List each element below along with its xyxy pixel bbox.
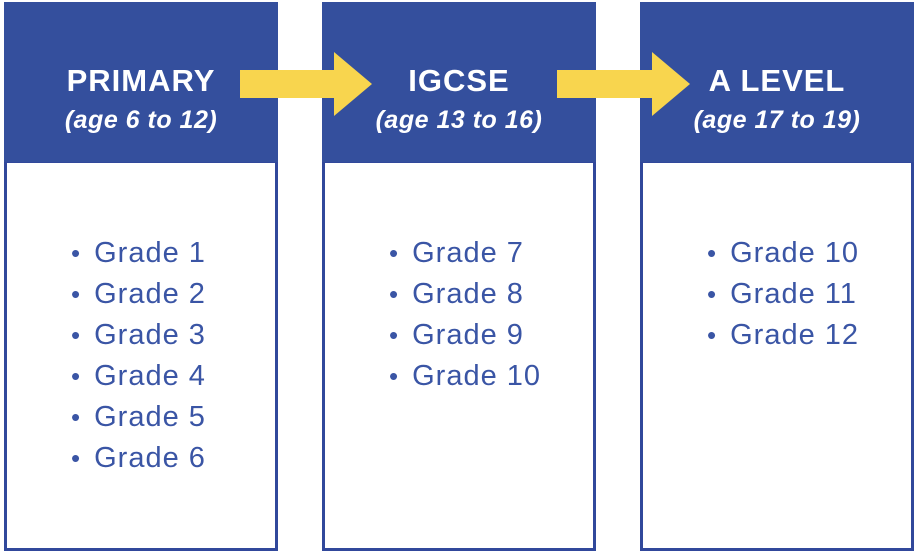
- stage-age-range: (age 6 to 12): [64, 105, 218, 134]
- grade-label: Grade 5: [94, 401, 206, 433]
- grade-list-item: • Grade 11: [707, 274, 901, 315]
- stage-age-range: (age 17 to 19): [693, 105, 861, 134]
- stage-column-alevel: A LEVEL (age 17 to 19) • Grade 10 • Grade 1…: [640, 2, 914, 551]
- grade-label: Grade 7: [412, 237, 524, 269]
- grade-list-alevel: • Grade 10 • Grade 11 • Grade 12: [707, 233, 901, 356]
- grade-label: Grade 9: [412, 319, 524, 351]
- bullet-icon: •: [389, 361, 400, 391]
- bullet-icon: •: [71, 320, 82, 350]
- stage-column-primary: PRIMARY (age 6 to 12) • Grade 1 • Grade 2 • G…: [4, 2, 278, 551]
- grade-list-item: • Grade 10: [389, 356, 583, 397]
- grade-label: Grade 10: [730, 237, 860, 269]
- grade-list-item: • Grade 6: [71, 438, 265, 479]
- grade-label: Grade 6: [94, 442, 206, 474]
- grade-list-item: • Grade 2: [71, 274, 265, 315]
- grade-label: Grade 12: [730, 319, 860, 351]
- grade-list-item: • Grade 3: [71, 315, 265, 356]
- grade-list-item: • Grade 10: [707, 233, 901, 274]
- grade-list-item: • Grade 5: [71, 397, 265, 438]
- grade-label: Grade 4: [94, 360, 206, 392]
- grade-label: Grade 3: [94, 319, 206, 351]
- grade-list-primary: • Grade 1 • Grade 2 • Grade 3 • Grade 4 • Grade 5…: [71, 233, 265, 479]
- grade-list-item: • Grade 7: [389, 233, 583, 274]
- bullet-icon: •: [71, 361, 82, 391]
- stage-body-alevel: • Grade 10 • Grade 11 • Grade 12: [640, 162, 914, 551]
- grade-list-item: • Grade 1: [71, 233, 265, 274]
- grade-label: Grade 1: [94, 237, 206, 269]
- grade-list-item: • Grade 12: [707, 315, 901, 356]
- stage-header-primary: PRIMARY (age 6 to 12): [4, 2, 278, 162]
- grade-list-igcse: • Grade 7 • Grade 8 • Grade 9 • Grade 10: [389, 233, 583, 397]
- stage-title: PRIMARY: [66, 63, 216, 99]
- stage-header-igcse: IGCSE (age 13 to 16): [322, 2, 596, 162]
- grade-list-item: • Grade 9: [389, 315, 583, 356]
- bullet-icon: •: [71, 279, 82, 309]
- bullet-icon: •: [71, 402, 82, 432]
- bullet-icon: •: [707, 279, 718, 309]
- bullet-icon: •: [707, 320, 718, 350]
- grade-label: Grade 11: [730, 278, 857, 310]
- grade-list-item: • Grade 4: [71, 356, 265, 397]
- grade-label: Grade 2: [94, 278, 206, 310]
- grade-list-item: • Grade 8: [389, 274, 583, 315]
- bullet-icon: •: [71, 443, 82, 473]
- bullet-icon: •: [707, 238, 718, 268]
- grade-label: Grade 10: [412, 360, 542, 392]
- bullet-icon: •: [71, 238, 82, 268]
- stage-body-primary: • Grade 1 • Grade 2 • Grade 3 • Grade 4 • Grade 5…: [4, 162, 278, 551]
- grade-label: Grade 8: [412, 278, 524, 310]
- stage-age-range: (age 13 to 16): [375, 105, 543, 134]
- bullet-icon: •: [389, 238, 400, 268]
- stage-header-alevel: A LEVEL (age 17 to 19): [640, 2, 914, 162]
- stage-body-igcse: • Grade 7 • Grade 8 • Grade 9 • Grade 10: [322, 162, 596, 551]
- bullet-icon: •: [389, 320, 400, 350]
- stage-column-igcse: IGCSE (age 13 to 16) • Grade 7 • Grade 8 • Gr…: [322, 2, 596, 551]
- bullet-icon: •: [389, 279, 400, 309]
- stage-title: A LEVEL: [708, 63, 846, 99]
- stage-title: IGCSE: [408, 63, 510, 99]
